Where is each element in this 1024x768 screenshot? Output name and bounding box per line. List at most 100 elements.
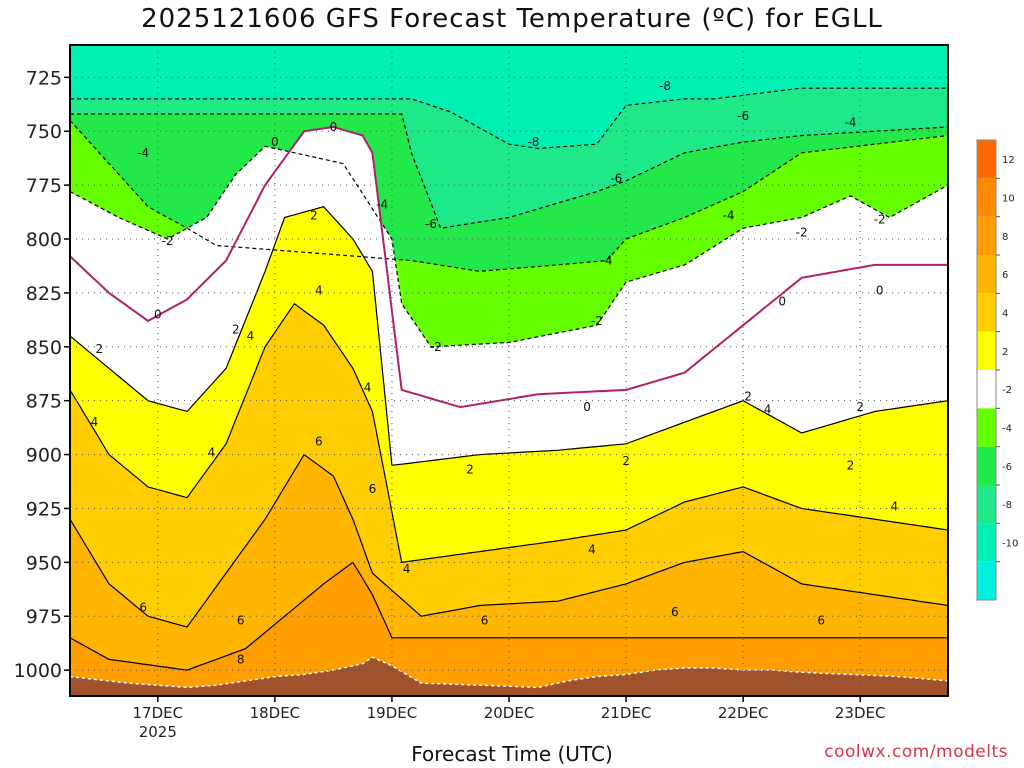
contour-line--2: [70, 145, 948, 348]
x-tick-label-17DEC: 17DEC: [133, 704, 184, 722]
grid-layer: [70, 45, 948, 696]
colorbar-tick-label-4: 4: [1002, 309, 1008, 320]
contour-label: 4: [315, 284, 323, 298]
contour-label: 2: [232, 323, 240, 337]
contour-label: -4: [844, 116, 856, 130]
contour-label: -8: [659, 79, 671, 93]
contour-label: -4: [601, 254, 613, 268]
contour-label: -4: [723, 208, 735, 222]
contour-label: 2: [744, 389, 752, 403]
contour-label: 2: [622, 454, 630, 468]
x-tick-label-20DEC: 20DEC: [484, 704, 535, 722]
contour-label: 0: [271, 135, 279, 149]
contour-label: 6: [315, 435, 323, 449]
surface-terrain: [70, 657, 948, 696]
contour-label: 6: [671, 605, 679, 619]
contour-label: 0: [583, 400, 591, 414]
contour-label: 0: [154, 307, 162, 321]
colorbar-band--6: [977, 446, 996, 485]
y-tick-label-975: 975: [26, 606, 62, 628]
x-tick-label-21DEC: 21DEC: [601, 704, 652, 722]
contour-label: -2: [796, 226, 808, 240]
contour-label: -6: [737, 109, 749, 123]
contour-label: 2: [847, 458, 855, 472]
contour-label: 2: [466, 463, 474, 477]
x-tick-label-18DEC: 18DEC: [250, 704, 301, 722]
contour-label: 2: [310, 208, 318, 222]
y-tick-label-1000: 1000: [14, 660, 62, 682]
contour-label: 0: [876, 284, 884, 298]
contour-label: 4: [247, 329, 255, 343]
contour-label: 8: [237, 652, 245, 666]
colorbar-tick-label-8: 8: [1002, 232, 1008, 243]
colorbar-band--12: [977, 561, 996, 600]
colorbar-tick-label-2: 2: [1002, 347, 1008, 358]
fill-band-warm: [70, 562, 948, 696]
contour-label: -4: [376, 198, 388, 212]
surface-line: [70, 656, 948, 689]
y-axis-ticks: 725 750 775 800 825 850 875 900 925 950 975 1000: [14, 67, 70, 682]
colorbar-band--10: [977, 523, 996, 562]
surface-terrain-layer: [70, 656, 948, 696]
contour-label: 0: [330, 120, 338, 134]
contour-line-8: [70, 561, 948, 671]
contour-label: 4: [364, 381, 372, 395]
contour-line--8: [70, 87, 948, 150]
contour-line-4: [70, 302, 948, 564]
colorbar-band--4: [977, 408, 996, 447]
contour-label: 6: [139, 601, 147, 615]
y-tick-label-725: 725: [26, 67, 62, 89]
x-tick-label-23DEC: 23DEC: [835, 704, 886, 722]
contour-label: 4: [764, 402, 772, 416]
contour-label: 6: [369, 482, 377, 496]
colorbar-band--2: [977, 370, 996, 409]
contour-label: 4: [208, 445, 216, 459]
colorbar-band--8: [977, 485, 996, 524]
colorbar-band-8: [977, 216, 996, 255]
y-tick-label-950: 950: [26, 552, 62, 574]
contour-label: 4: [91, 415, 99, 429]
source-credit[interactable]: coolwx.com/modelts: [824, 742, 1008, 762]
y-tick-label-800: 800: [26, 229, 62, 251]
y-tick-label-925: 925: [26, 498, 62, 520]
colorbar-tick-label--10: -10: [1002, 539, 1018, 550]
x-tick-label-22DEC: 22DEC: [718, 704, 769, 722]
contour-label: -2: [430, 340, 442, 354]
contour-label: 2: [95, 342, 103, 356]
contour-label-layer: -8 -8 -6 -6 -6 -4 -4 -4 -4 -4 -2 -2 -2 -2 -2 0 0 0 0 0 0 2 2 2 2…: [91, 79, 899, 666]
contour-label: -6: [610, 172, 622, 186]
y-tick-label-875: 875: [26, 391, 62, 413]
colorbar-band-4: [977, 293, 996, 332]
colorbar-band-6: [977, 255, 996, 294]
y-tick-label-850: 850: [26, 337, 62, 359]
colorbar-band-12: [977, 140, 996, 179]
colorbar-tick-label--2: -2: [1002, 385, 1012, 396]
colorbar-band-10: [977, 178, 996, 217]
chart-title: 2025121606 GFS Forecast Temperature (ºC)…: [141, 4, 883, 34]
contour-label: 6: [817, 614, 825, 628]
x-tick-label-19DEC: 19DEC: [367, 704, 418, 722]
y-tick-label-900: 900: [26, 445, 62, 467]
contour-label: -8: [527, 135, 539, 149]
colorbar-tick-label-10: 10: [1002, 194, 1015, 205]
contour-label: 6: [237, 614, 245, 628]
colorbar-legend: 12 10 8 6 4 2 -2 -4 -6 -8 -10: [976, 139, 1018, 601]
contour-label: -2: [162, 234, 174, 248]
contour-label: 6: [481, 614, 489, 628]
x-axis-label: Forecast Time (UTC): [411, 742, 613, 766]
contour-line--4: [70, 119, 948, 272]
contour-label: -2: [874, 213, 886, 227]
temperature-fill-layer: [70, 45, 948, 696]
contour-label: 4: [588, 542, 596, 556]
y-tick-label-775: 775: [26, 175, 62, 197]
contour-label: -6: [425, 217, 437, 231]
contour-label: 4: [891, 499, 899, 513]
colorbar-tick-label-6: 6: [1002, 270, 1008, 281]
x-tick-sublabel-17DEC: 2025: [139, 723, 177, 741]
colorbar-tick-label--6: -6: [1002, 462, 1012, 473]
colorbar-tick-label-12: 12: [1002, 155, 1015, 166]
colorbar-tick-label--8: -8: [1002, 500, 1012, 511]
y-tick-label-825: 825: [26, 283, 62, 305]
contour-label: 4: [403, 562, 411, 576]
